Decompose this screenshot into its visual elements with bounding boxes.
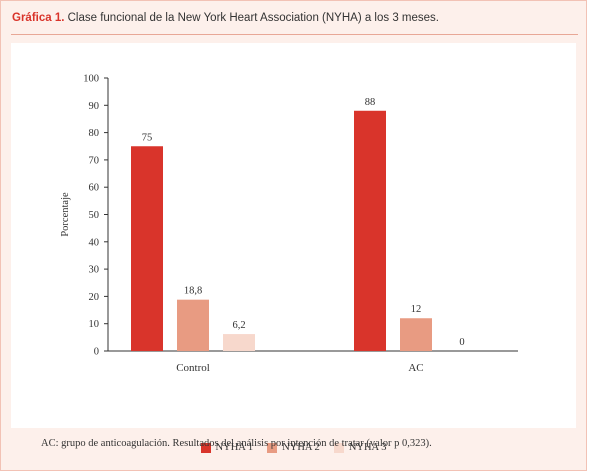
bar-value-label: 12 (411, 304, 422, 315)
y-tick-label: 60 (89, 183, 100, 194)
bar-nyha-2-control (177, 299, 209, 351)
chart-panel: 0 10 20 30 40 50 60 70 80 90 100 Porcentaje 75 18,8 6,… (11, 43, 576, 453)
bar-nyha-1-ac (354, 110, 386, 351)
y-tick-label: 0 (94, 347, 99, 358)
legend-label: NYHA 1 (215, 442, 254, 453)
legend-item: NYHA 3 (333, 442, 387, 453)
x-category-label: Control (176, 362, 210, 374)
bar-nyha-2-ac (400, 318, 432, 351)
bar-value-label: 88 (365, 97, 376, 108)
y-tick-label: 80 (89, 128, 100, 139)
figure-footnote: AC: grupo de anticoagulación. Resultados… (41, 438, 432, 449)
x-category-label: AC (408, 362, 423, 374)
legend-label: NYHA 3 (348, 442, 387, 453)
legend-item: NYHA 1 (200, 442, 254, 453)
figure-title-text: Clase funcional de la New York Heart Ass… (64, 12, 439, 24)
bar-value-label: 0 (459, 337, 464, 348)
bar-chart: 0 10 20 30 40 50 60 70 80 90 100 Porcentaje 75 18,8 6,… (60, 74, 518, 374)
legend-swatch (267, 442, 278, 453)
bar-nyha-1-control (131, 146, 163, 351)
legend-swatch (200, 442, 211, 453)
figure-title-lead: Gráfica 1. (12, 12, 65, 24)
y-tick-label: 70 (89, 155, 100, 166)
bar-value-label: 18,8 (184, 286, 202, 297)
bar-nyha-3-control (223, 334, 255, 351)
bar-value-label: 6,2 (232, 320, 245, 331)
bar-value-label: 75 (142, 132, 153, 143)
y-tick-label: 30 (89, 265, 100, 276)
legend-item: NYHA 2 (267, 442, 320, 453)
y-tick-label: 40 (89, 237, 100, 248)
figure-header: Gráfica 1. Clase funcional de la New Yor… (1, 1, 586, 37)
y-axis-title: Porcentaje (60, 192, 71, 237)
y-tick-label: 50 (89, 210, 100, 221)
y-tick-label: 10 (89, 319, 100, 330)
figure-title: Gráfica 1. Clase funcional de la New Yor… (12, 12, 439, 24)
header-divider (11, 34, 578, 35)
y-tick-label: 20 (89, 292, 100, 303)
chart-legend: NYHA 1 NYHA 2 NYHA 3 (11, 442, 576, 453)
legend-label: NYHA 2 (282, 442, 320, 453)
y-tick-label: 100 (83, 74, 99, 85)
y-tick-label: 90 (89, 101, 100, 112)
legend-swatch (333, 442, 344, 453)
